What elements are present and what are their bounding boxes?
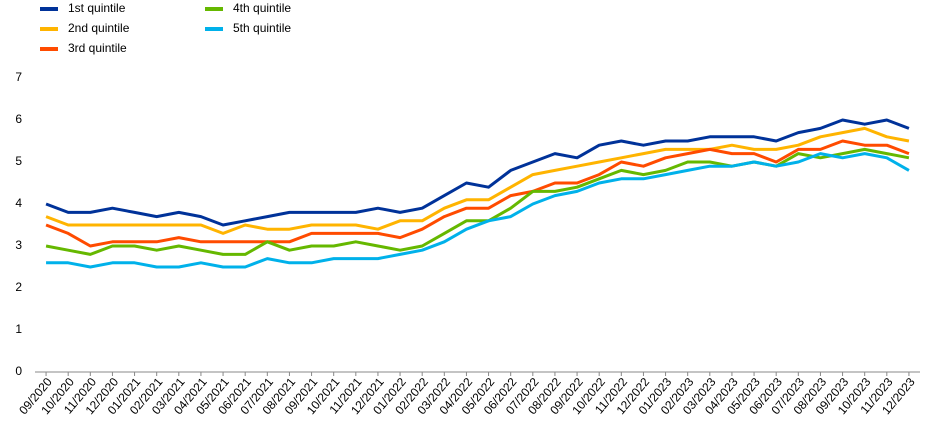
y-tick-label: 5 xyxy=(15,154,22,168)
y-tick-label: 4 xyxy=(15,196,22,210)
series-line xyxy=(45,139,910,248)
y-tick-label: 2 xyxy=(15,280,22,294)
y-tick-label: 7 xyxy=(15,70,22,84)
legend-label: 3rd quintile xyxy=(68,41,127,55)
y-tick-label: 3 xyxy=(15,238,22,252)
series-line xyxy=(45,118,910,227)
legend-label: 1st quintile xyxy=(68,1,126,15)
legend-label: 5th quintile xyxy=(233,21,291,35)
y-tick-label: 6 xyxy=(15,112,22,126)
legend-label: 2nd quintile xyxy=(68,21,130,35)
y-tick-label: 1 xyxy=(15,322,22,336)
series-line xyxy=(45,126,910,235)
series-line xyxy=(46,152,910,269)
y-tick-label: 0 xyxy=(15,364,22,378)
legend-label: 4th quintile xyxy=(233,1,291,15)
